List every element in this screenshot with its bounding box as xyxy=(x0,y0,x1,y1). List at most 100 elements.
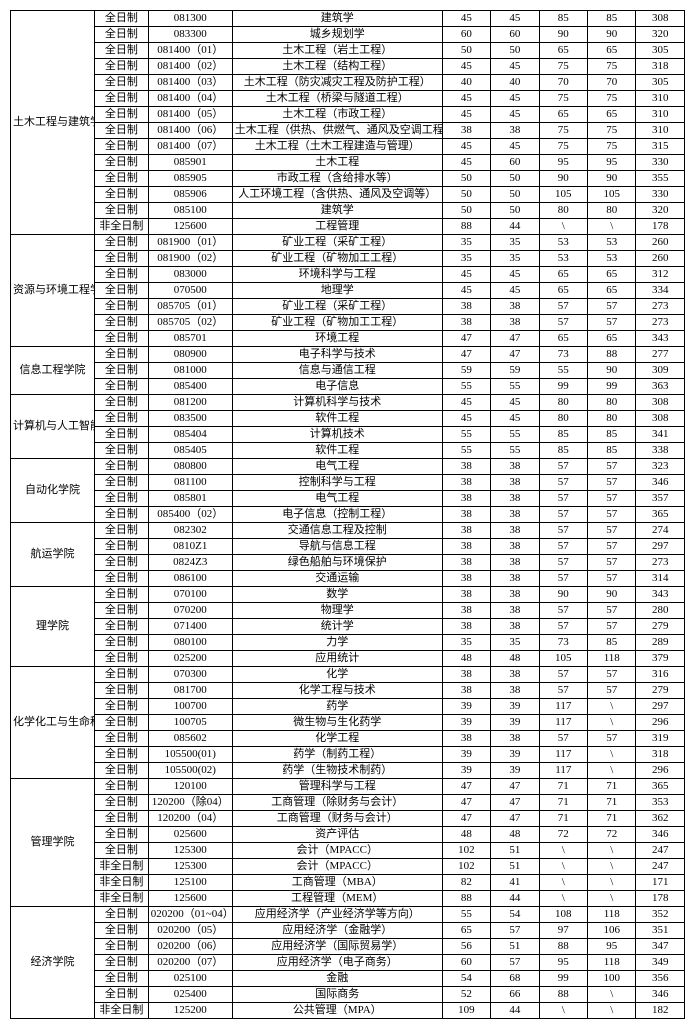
score1-cell: 38 xyxy=(442,491,490,507)
score2-cell: 47 xyxy=(491,779,539,795)
total-cell: 365 xyxy=(636,507,685,523)
score3-cell: 65 xyxy=(539,43,587,59)
score4-cell: 88 xyxy=(588,347,636,363)
major-cell: 信息与通信工程 xyxy=(232,363,442,379)
code-cell: 085705（02） xyxy=(148,315,232,331)
score3-cell: 65 xyxy=(539,267,587,283)
score4-cell: 85 xyxy=(588,11,636,27)
table-row: 全日制081400（01）土木工程（岩土工程）50506565305 xyxy=(11,43,685,59)
score3-cell: 117 xyxy=(539,715,587,731)
total-cell: 260 xyxy=(636,235,685,251)
total-cell: 309 xyxy=(636,363,685,379)
total-cell: 273 xyxy=(636,299,685,315)
school-cell: 资源与环境工程学院 xyxy=(11,235,95,347)
total-cell: 310 xyxy=(636,123,685,139)
score2-cell: 57 xyxy=(491,923,539,939)
table-row: 全日制081400（05）土木工程（市政工程）45456565310 xyxy=(11,107,685,123)
score1-cell: 38 xyxy=(442,539,490,555)
score4-cell: 90 xyxy=(588,171,636,187)
score2-cell: 44 xyxy=(491,891,539,907)
mode-cell: 全日制 xyxy=(94,491,148,507)
score1-cell: 47 xyxy=(442,795,490,811)
total-cell: 247 xyxy=(636,843,685,859)
table-row: 全日制081400（02）土木工程（结构工程）45457575318 xyxy=(11,59,685,75)
code-cell: 120200（04） xyxy=(148,811,232,827)
major-cell: 建筑学 xyxy=(232,203,442,219)
score4-cell: 75 xyxy=(588,91,636,107)
score1-cell: 38 xyxy=(442,475,490,491)
total-cell: 289 xyxy=(636,635,685,651)
major-cell: 环境科学与工程 xyxy=(232,267,442,283)
major-cell: 电子信息 xyxy=(232,379,442,395)
score1-cell: 38 xyxy=(442,587,490,603)
score3-cell: 57 xyxy=(539,507,587,523)
score2-cell: 39 xyxy=(491,715,539,731)
total-cell: 297 xyxy=(636,699,685,715)
major-cell: 工商管理（MBA） xyxy=(232,875,442,891)
mode-cell: 全日制 xyxy=(94,971,148,987)
code-cell: 070300 xyxy=(148,667,232,683)
mode-cell: 全日制 xyxy=(94,427,148,443)
score4-cell: 85 xyxy=(588,635,636,651)
table-row: 全日制070200物理学38385757280 xyxy=(11,603,685,619)
school-cell: 航运学院 xyxy=(11,523,95,587)
table-row: 经济学院全日制020200（01~04）应用经济学（产业经济学等方向）55541… xyxy=(11,907,685,923)
mode-cell: 全日制 xyxy=(94,347,148,363)
score3-cell: 57 xyxy=(539,731,587,747)
major-cell: 化学 xyxy=(232,667,442,683)
code-cell: 085400（02） xyxy=(148,507,232,523)
score1-cell: 38 xyxy=(442,555,490,571)
total-cell: 308 xyxy=(636,11,685,27)
score1-cell: 50 xyxy=(442,43,490,59)
score4-cell: 70 xyxy=(588,75,636,91)
total-cell: 346 xyxy=(636,475,685,491)
major-cell: 矿业工程（采矿工程） xyxy=(232,235,442,251)
score2-cell: 45 xyxy=(491,395,539,411)
score2-cell: 60 xyxy=(491,27,539,43)
score2-cell: 38 xyxy=(491,571,539,587)
score1-cell: 38 xyxy=(442,731,490,747)
total-cell: 346 xyxy=(636,827,685,843)
major-cell: 市政工程（含给排水等） xyxy=(232,171,442,187)
mode-cell: 全日制 xyxy=(94,171,148,187)
score3-cell: 75 xyxy=(539,123,587,139)
score4-cell: \ xyxy=(588,843,636,859)
score3-cell: 71 xyxy=(539,779,587,795)
mode-cell: 全日制 xyxy=(94,59,148,75)
mode-cell: 全日制 xyxy=(94,123,148,139)
code-cell: 100700 xyxy=(148,699,232,715)
score4-cell: 105 xyxy=(588,187,636,203)
score1-cell: 38 xyxy=(442,523,490,539)
score4-cell: 71 xyxy=(588,811,636,827)
total-cell: 305 xyxy=(636,75,685,91)
table-row: 全日制025600资产评估48487272346 xyxy=(11,827,685,843)
score3-cell: 105 xyxy=(539,651,587,667)
table-row: 全日制081900（02）矿业工程（矿物加工工程）35355353260 xyxy=(11,251,685,267)
code-cell: 081400（04） xyxy=(148,91,232,107)
score3-cell: 57 xyxy=(539,683,587,699)
mode-cell: 全日制 xyxy=(94,667,148,683)
mode-cell: 全日制 xyxy=(94,715,148,731)
score2-cell: 38 xyxy=(491,539,539,555)
code-cell: 100705 xyxy=(148,715,232,731)
total-cell: 315 xyxy=(636,139,685,155)
score4-cell: 85 xyxy=(588,443,636,459)
score4-cell: \ xyxy=(588,747,636,763)
score3-cell: 57 xyxy=(539,315,587,331)
table-row: 全日制100705微生物与生化药学3939117\296 xyxy=(11,715,685,731)
major-cell: 会计（MPACC） xyxy=(232,859,442,875)
score1-cell: 39 xyxy=(442,763,490,779)
score3-cell: \ xyxy=(539,843,587,859)
score2-cell: 48 xyxy=(491,827,539,843)
score1-cell: 55 xyxy=(442,379,490,395)
score2-cell: 51 xyxy=(491,939,539,955)
code-cell: 085701 xyxy=(148,331,232,347)
score3-cell: 90 xyxy=(539,171,587,187)
score2-cell: 60 xyxy=(491,155,539,171)
total-cell: 338 xyxy=(636,443,685,459)
code-cell: 125100 xyxy=(148,875,232,891)
total-cell: 379 xyxy=(636,651,685,667)
score2-cell: 45 xyxy=(491,267,539,283)
major-cell: 力学 xyxy=(232,635,442,651)
table-row: 非全日制125600工程管理8844\\178 xyxy=(11,219,685,235)
